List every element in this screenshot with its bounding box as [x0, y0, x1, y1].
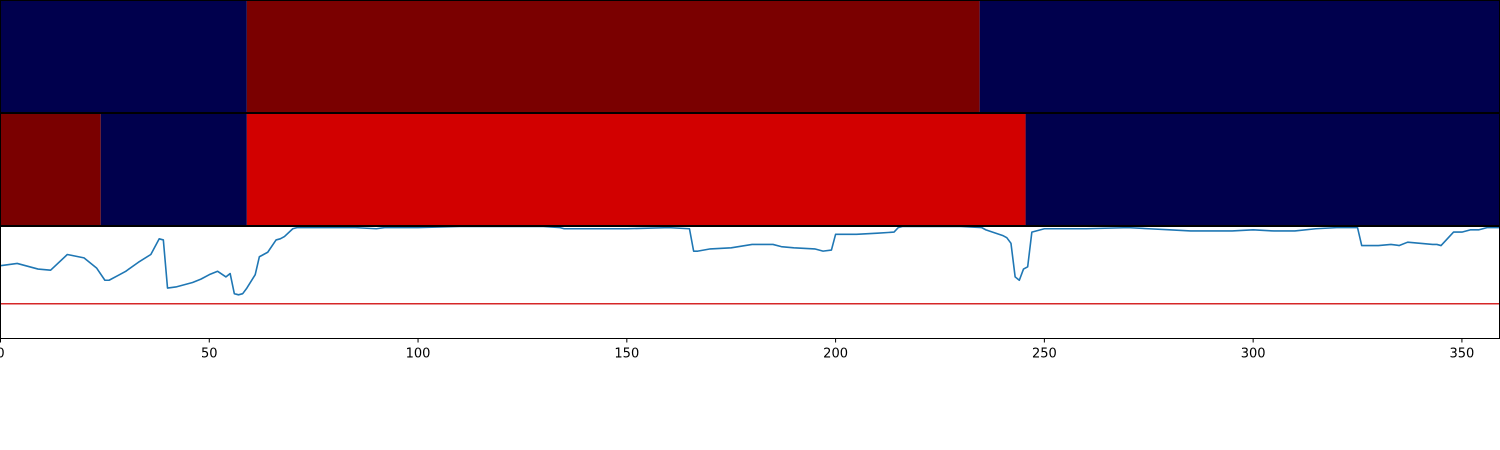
heatmap-2-segment-4 [1026, 114, 1500, 226]
heatmap-2-segment-1 [1, 114, 101, 226]
heatmap-2-segment-3 [247, 114, 1026, 226]
x-axis: 0 50 100 150 200 250 300 350 [0, 339, 1474, 362]
line-plot-frame [1, 227, 1500, 339]
x-tick-label-250: 250 [1032, 347, 1057, 362]
x-tick-label-350: 350 [1450, 347, 1475, 362]
x-tick-label-100: 100 [406, 347, 431, 362]
heatmap-2-segment-2 [101, 114, 247, 226]
heatmap-strip-2 [1, 114, 1500, 226]
x-tick-label-200: 200 [823, 347, 848, 362]
heatmap-1-segment-1 [1, 1, 247, 113]
x-tick-label-50: 50 [201, 347, 218, 362]
heatmap-strip-1 [1, 1, 1500, 113]
heatmap-1-segment-2 [247, 1, 980, 113]
heatmap-1-segment-3 [980, 1, 1500, 113]
x-tick-label-150: 150 [614, 347, 639, 362]
line-plot-area [1, 227, 1500, 304]
x-tick-label-300: 300 [1241, 347, 1266, 362]
series-line [1, 227, 1500, 295]
x-tick-label-0: 0 [0, 347, 5, 362]
